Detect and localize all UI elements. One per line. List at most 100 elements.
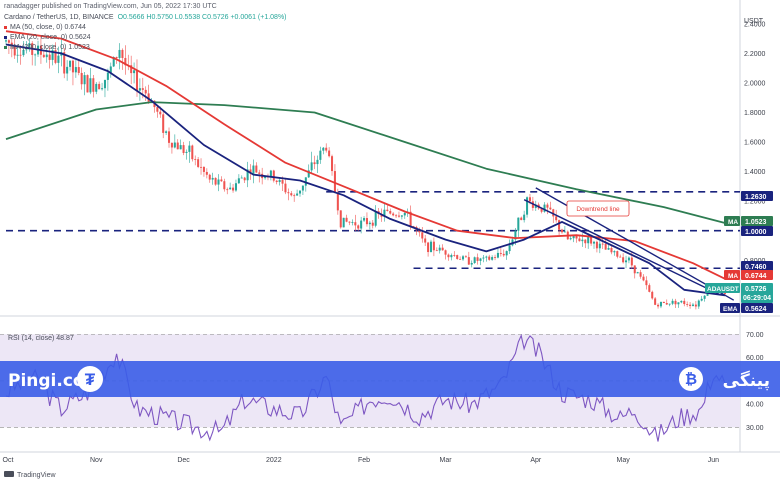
ma-lines-group <box>5 30 726 297</box>
candle-body <box>249 169 252 174</box>
candle-body <box>505 251 508 256</box>
candle-body <box>619 256 622 258</box>
rsi-tick-3: 30.00 <box>746 425 764 432</box>
tag-0746-box <box>741 261 773 271</box>
candle-body <box>386 209 389 211</box>
candle-body <box>447 254 450 258</box>
candle-body <box>473 257 476 264</box>
candle-body <box>517 217 520 231</box>
candle-body <box>703 295 706 299</box>
tradingview-brand: TradingView <box>17 472 56 479</box>
candle-body <box>223 181 226 190</box>
candle-body <box>354 222 357 226</box>
candle-body <box>578 238 581 242</box>
candle-body <box>459 258 462 260</box>
tag-ma200-name-box <box>724 216 740 226</box>
tether-logo-icon: ₮ <box>77 366 103 392</box>
tag-ma50-box <box>741 270 773 280</box>
candle-body <box>700 298 703 301</box>
svg-text:₮: ₮ <box>85 370 96 389</box>
candle-body <box>534 204 537 208</box>
candle-body <box>141 88 144 90</box>
candle-body <box>98 83 101 90</box>
candle-body <box>115 56 118 58</box>
candle-body <box>144 89 147 94</box>
time-tick-5: Mar <box>440 457 453 464</box>
candle-body <box>645 280 648 286</box>
legend-ma200-swatch <box>4 46 7 49</box>
legend-ema20-swatch <box>4 36 7 39</box>
candle-body <box>392 213 395 216</box>
candle-body <box>307 170 310 178</box>
trendline-1 <box>523 199 720 295</box>
candle-body <box>683 300 686 305</box>
candle-body <box>220 179 223 182</box>
candle-body <box>592 241 596 244</box>
candle-body <box>657 304 660 307</box>
candle-body <box>421 232 424 239</box>
candle-body <box>214 177 217 185</box>
candle-body <box>106 72 109 80</box>
candle-body <box>662 301 665 303</box>
levels-group <box>6 191 740 270</box>
price-tick-6: 1.2000 <box>744 199 766 206</box>
candle-body <box>22 49 25 56</box>
time-tick-7: May <box>617 457 631 464</box>
candle-body <box>246 169 249 181</box>
candle-body <box>604 243 607 250</box>
candle-body <box>156 107 159 112</box>
candle-body <box>197 159 200 167</box>
rsi-tick-2: 40.00 <box>746 402 764 409</box>
candle-body <box>63 52 66 74</box>
tag-last-price: ADAUSDT 0.5726 06:29:04 <box>705 283 773 303</box>
candle-body <box>112 56 115 67</box>
candle-body <box>92 78 95 92</box>
brand-right-text: پینگی <box>723 370 770 391</box>
candle-body <box>584 239 587 244</box>
tradingview-logo-icon <box>4 471 14 477</box>
candle-body <box>429 241 433 253</box>
tag-ma200: MA 1.0523 <box>724 216 773 226</box>
candle-body <box>211 177 214 180</box>
tag-ema-box <box>741 303 773 313</box>
candle-body <box>613 251 616 253</box>
candle-body <box>395 215 398 217</box>
tag-ma200-box <box>741 216 773 226</box>
candle-body <box>520 217 523 221</box>
rsi-tick-1: 60.00 <box>746 355 764 362</box>
candle-body <box>165 131 168 133</box>
candles-group <box>4 35 727 310</box>
time-tick-1: Nov <box>90 457 103 464</box>
candle-body <box>138 88 141 91</box>
candle-body <box>671 300 674 304</box>
tradingview-footer: TradingView <box>4 471 56 479</box>
candle-body <box>427 242 430 253</box>
svg-text:₿: ₿ <box>685 371 697 388</box>
candle-body <box>86 75 89 93</box>
candle-body <box>74 67 77 73</box>
candle-body <box>680 300 683 303</box>
tag-ema-value: 0.5624 <box>745 306 767 313</box>
candle-body <box>331 156 334 172</box>
candle-body <box>66 66 69 74</box>
candle-body <box>610 248 613 253</box>
candle-body <box>7 40 10 43</box>
candle-body <box>173 142 176 148</box>
price-tick-0: 2.4000 <box>744 21 766 28</box>
candle-body <box>485 256 488 258</box>
candle-body <box>560 229 564 233</box>
candle-body <box>95 83 98 92</box>
candle-body <box>528 197 531 202</box>
candle-body <box>488 256 491 260</box>
candle-body <box>25 49 28 51</box>
tag-symbol-name: ADAUSDT <box>707 286 739 293</box>
candle-body <box>482 257 485 259</box>
candle-body <box>563 231 566 233</box>
candle-body <box>456 255 459 259</box>
ma50-line <box>5 30 726 280</box>
candle-body <box>569 238 572 240</box>
candle-body <box>264 176 267 179</box>
candle-body <box>290 193 293 196</box>
candle-body <box>101 88 104 90</box>
